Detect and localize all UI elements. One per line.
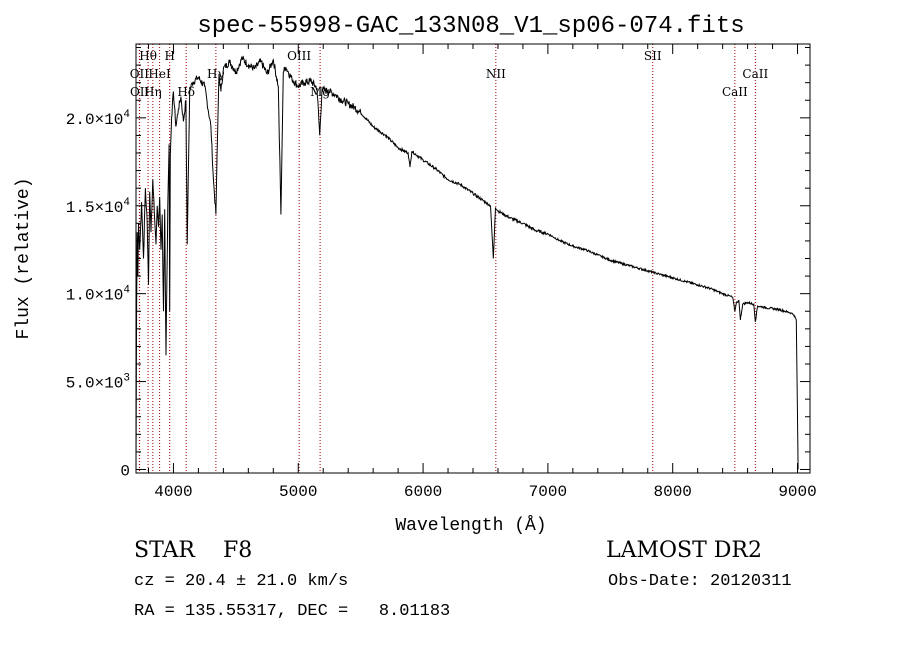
chart-title: spec-55998-GAC_133N08_V1_sp06-074.fits — [197, 13, 744, 40]
y-axis-label: Flux (relative) — [14, 177, 34, 339]
line-marker-label: Hθ — [139, 49, 157, 63]
plot-frame — [135, 43, 811, 474]
spectrum-line — [135, 55, 799, 470]
line-marker-label: NII — [486, 67, 506, 81]
redshift-cz: cz = 20.4 ± 21.0 km/s — [134, 572, 349, 591]
x-tick-label: 4000 — [154, 483, 192, 501]
y-tick-label: 1.0×104 — [66, 285, 131, 305]
x-axis: 4000 5000 6000 7000 8000 9000 — [147, 44, 817, 501]
x-tick-label: 9000 — [778, 483, 816, 501]
line-marker-label: HeI — [148, 67, 171, 81]
line-marker-label: Hη — [144, 85, 162, 99]
x-tick-label: 6000 — [404, 483, 442, 501]
x-tick-label: 8000 — [654, 483, 692, 501]
y-tick-label: 5.0×103 — [66, 373, 130, 393]
y-tick-label: 1.5×104 — [66, 197, 131, 217]
line-marker-label: OIII — [287, 49, 311, 63]
obs-date: Obs-Date: 20120311 — [608, 572, 792, 591]
spectrum-chart: spec-55998-GAC_133N08_V1_sp06-074.fits H… — [14, 13, 817, 535]
line-marker-label: H — [164, 49, 174, 63]
y-axis: 0 5.0×103 1.0×104 1.5×104 2.0×104 — [66, 47, 810, 480]
ra-dec: RA = 135.55317, DEC = 8.01183 — [134, 602, 451, 621]
y-tick-label: 0 — [120, 462, 130, 480]
survey-name: LAMOST DR2 — [606, 538, 762, 563]
line-marker-label: Hγ — [207, 67, 225, 81]
line-marker-label: OII — [130, 85, 150, 99]
line-marker-label: Hδ — [177, 85, 195, 99]
y-tick-label: 2.0×104 — [66, 109, 131, 129]
object-class: STAR F8 — [134, 538, 253, 563]
line-marker-label: SII — [644, 49, 662, 63]
x-tick-label: 7000 — [529, 483, 567, 501]
line-marker-label: CaII — [722, 85, 748, 99]
x-tick-label: 5000 — [279, 483, 317, 501]
x-axis-label: Wavelength (Å) — [395, 515, 546, 535]
line-marker-label: CaII — [742, 67, 768, 81]
